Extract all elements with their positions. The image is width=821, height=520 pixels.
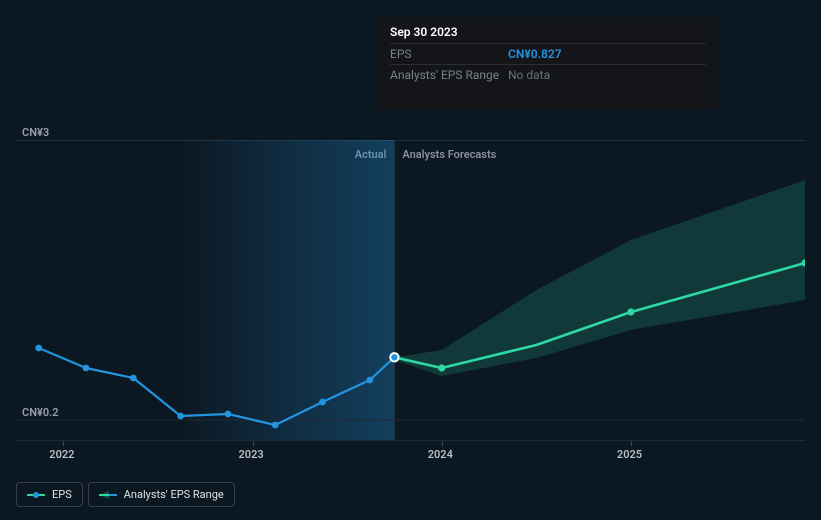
eps-point[interactable]: [83, 365, 90, 372]
tooltip-row: Analysts' EPS RangeNo data: [390, 64, 706, 85]
eps-point[interactable]: [225, 411, 232, 418]
y-axis-label: CN¥3: [22, 126, 49, 139]
x-axis-label: 2025: [617, 448, 642, 461]
tooltip-label: EPS: [390, 47, 508, 61]
legend-label: EPS: [52, 488, 72, 501]
tooltip-title: Sep 30 2023: [390, 25, 706, 43]
tooltip-row: EPSCN¥0.827: [390, 43, 706, 64]
legend: EPS Analysts' EPS Range: [16, 482, 235, 507]
eps-chart[interactable]: [16, 140, 805, 440]
legend-label: Analysts' EPS Range: [124, 488, 224, 501]
x-axis-label: 2022: [49, 448, 74, 461]
forecast-range-area: [394, 180, 805, 376]
tooltip-value: CN¥0.827: [508, 47, 562, 61]
legend-swatch: [99, 489, 117, 501]
legend-swatch: [27, 490, 45, 500]
eps-point[interactable]: [319, 399, 326, 406]
legend-item[interactable]: Analysts' EPS Range: [88, 482, 235, 507]
x-axis-label: 2024: [428, 448, 453, 461]
tooltip: Sep 30 2023EPSCN¥0.827Analysts' EPS Rang…: [378, 17, 718, 109]
tooltip-value: No data: [508, 68, 550, 82]
x-axis-line: [16, 440, 805, 441]
legend-item[interactable]: EPS: [16, 482, 83, 507]
tooltip-label: Analysts' EPS Range: [390, 68, 508, 82]
eps-point[interactable]: [35, 345, 42, 352]
forecast-point[interactable]: [627, 308, 634, 315]
eps-point[interactable]: [272, 422, 279, 429]
actual-highlight-band: [186, 140, 394, 440]
forecast-point[interactable]: [438, 364, 445, 371]
eps-point[interactable]: [177, 413, 184, 420]
eps-point[interactable]: [130, 375, 137, 382]
highlight-marker[interactable]: [390, 353, 398, 361]
x-axis-label: 2023: [239, 448, 264, 461]
